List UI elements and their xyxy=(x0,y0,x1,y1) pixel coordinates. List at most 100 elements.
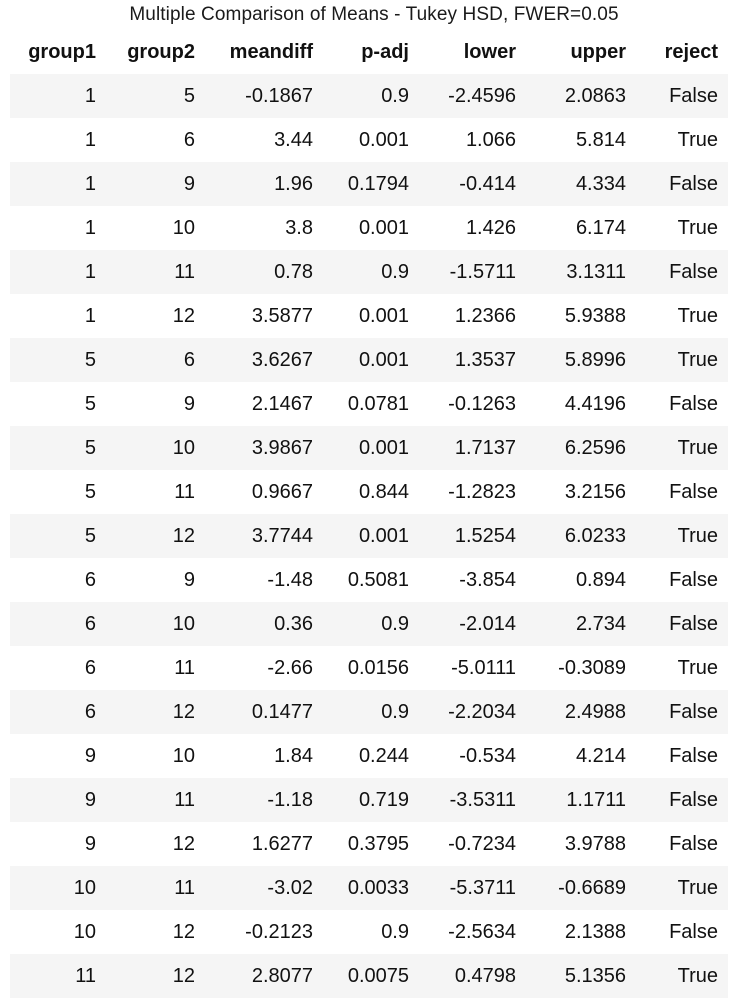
cell-upper: 3.1311 xyxy=(526,250,636,294)
cell-p-adj: 0.001 xyxy=(323,118,419,162)
cell-group2: 5 xyxy=(106,74,205,118)
header-row: group1 group2 meandiff p-adj lower upper… xyxy=(10,30,728,74)
cell-group2: 9 xyxy=(106,558,205,602)
cell-reject: True xyxy=(636,866,728,910)
cell-upper: -0.6689 xyxy=(526,866,636,910)
table-row: 9 11 -1.18 0.719 -3.5311 1.1711 False xyxy=(10,778,728,822)
cell-reject: False xyxy=(636,734,728,778)
cell-upper: 2.4988 xyxy=(526,690,636,734)
table-row: 5 11 0.9667 0.844 -1.2823 3.2156 False xyxy=(10,470,728,514)
cell-p-adj: 0.9 xyxy=(323,690,419,734)
cell-p-adj: 0.0156 xyxy=(323,646,419,690)
cell-p-adj: 0.0075 xyxy=(323,954,419,998)
cell-p-adj: 0.001 xyxy=(323,338,419,382)
column-header-reject: reject xyxy=(664,40,718,63)
cell-meandiff: 3.9867 xyxy=(205,426,323,470)
cell-lower: -2.5634 xyxy=(419,910,526,954)
cell-group1: 1 xyxy=(10,74,106,118)
cell-lower: 1.426 xyxy=(419,206,526,250)
cell-upper: 2.1388 xyxy=(526,910,636,954)
cell-group1: 6 xyxy=(10,558,106,602)
cell-meandiff: -0.2123 xyxy=(205,910,323,954)
cell-p-adj: 0.9 xyxy=(323,910,419,954)
cell-upper: 2.0863 xyxy=(526,74,636,118)
cell-lower: -0.1263 xyxy=(419,382,526,426)
cell-upper: 1.1711 xyxy=(526,778,636,822)
cell-lower: 0.4798 xyxy=(419,954,526,998)
cell-meandiff: -2.66 xyxy=(205,646,323,690)
cell-reject: False xyxy=(636,690,728,734)
table-row: 5 12 3.7744 0.001 1.5254 6.0233 True xyxy=(10,514,728,558)
cell-reject: True xyxy=(636,118,728,162)
cell-group2: 11 xyxy=(106,470,205,514)
cell-upper: 4.4196 xyxy=(526,382,636,426)
cell-group2: 9 xyxy=(106,382,205,426)
cell-group1: 9 xyxy=(10,822,106,866)
cell-group1: 1 xyxy=(10,206,106,250)
cell-lower: -5.3711 xyxy=(419,866,526,910)
cell-meandiff: -3.02 xyxy=(205,866,323,910)
cell-group1: 9 xyxy=(10,778,106,822)
table-row: 11 12 2.8077 0.0075 0.4798 5.1356 True xyxy=(10,954,728,998)
cell-group1: 10 xyxy=(10,910,106,954)
table-row: 1 10 3.8 0.001 1.426 6.174 True xyxy=(10,206,728,250)
cell-upper: 5.9388 xyxy=(526,294,636,338)
cell-group2: 12 xyxy=(106,514,205,558)
cell-upper: 3.2156 xyxy=(526,470,636,514)
cell-reject: False xyxy=(636,162,728,206)
cell-upper: 5.8996 xyxy=(526,338,636,382)
cell-group2: 11 xyxy=(106,250,205,294)
cell-meandiff: 3.44 xyxy=(205,118,323,162)
cell-p-adj: 0.001 xyxy=(323,294,419,338)
cell-group2: 10 xyxy=(106,602,205,646)
cell-group1: 5 xyxy=(10,426,106,470)
cell-group1: 6 xyxy=(10,690,106,734)
cell-lower: 1.5254 xyxy=(419,514,526,558)
cell-lower: -5.0111 xyxy=(419,646,526,690)
cell-lower: 1.3537 xyxy=(419,338,526,382)
column-header-upper: upper xyxy=(570,40,626,63)
cell-group1: 1 xyxy=(10,250,106,294)
column-header-group1: group1 xyxy=(28,40,96,63)
cell-upper: 6.174 xyxy=(526,206,636,250)
cell-reject: False xyxy=(636,822,728,866)
table-row: 1 6 3.44 0.001 1.066 5.814 True xyxy=(10,118,728,162)
cell-meandiff: 0.9667 xyxy=(205,470,323,514)
cell-group1: 9 xyxy=(10,734,106,778)
cell-p-adj: 0.1794 xyxy=(323,162,419,206)
cell-meandiff: 3.8 xyxy=(205,206,323,250)
cell-meandiff: 2.8077 xyxy=(205,954,323,998)
cell-p-adj: 0.001 xyxy=(323,514,419,558)
cell-lower: -2.014 xyxy=(419,602,526,646)
table-row: 6 12 0.1477 0.9 -2.2034 2.4988 False xyxy=(10,690,728,734)
cell-p-adj: 0.0781 xyxy=(323,382,419,426)
cell-reject: False xyxy=(636,558,728,602)
cell-p-adj: 0.5081 xyxy=(323,558,419,602)
cell-lower: 1.2366 xyxy=(419,294,526,338)
cell-meandiff: 1.84 xyxy=(205,734,323,778)
cell-upper: 3.9788 xyxy=(526,822,636,866)
table-caption: Multiple Comparison of Means - Tukey HSD… xyxy=(129,4,619,25)
cell-reject: True xyxy=(636,646,728,690)
column-header-p-adj: p-adj xyxy=(361,40,409,63)
cell-group1: 5 xyxy=(10,514,106,558)
cell-upper: 4.214 xyxy=(526,734,636,778)
cell-lower: 1.066 xyxy=(419,118,526,162)
cell-upper: 6.2596 xyxy=(526,426,636,470)
cell-p-adj: 0.9 xyxy=(323,250,419,294)
cell-p-adj: 0.844 xyxy=(323,470,419,514)
cell-meandiff: 0.1477 xyxy=(205,690,323,734)
cell-reject: True xyxy=(636,206,728,250)
cell-upper: 0.894 xyxy=(526,558,636,602)
table-row: 1 9 1.96 0.1794 -0.414 4.334 False xyxy=(10,162,728,206)
cell-p-adj: 0.9 xyxy=(323,602,419,646)
cell-reject: False xyxy=(636,602,728,646)
table-row: 5 10 3.9867 0.001 1.7137 6.2596 True xyxy=(10,426,728,470)
cell-group1: 5 xyxy=(10,470,106,514)
cell-lower: -2.4596 xyxy=(419,74,526,118)
table-row: 6 9 -1.48 0.5081 -3.854 0.894 False xyxy=(10,558,728,602)
cell-p-adj: 0.244 xyxy=(323,734,419,778)
cell-group2: 11 xyxy=(106,778,205,822)
cell-lower: -2.2034 xyxy=(419,690,526,734)
cell-group1: 5 xyxy=(10,338,106,382)
